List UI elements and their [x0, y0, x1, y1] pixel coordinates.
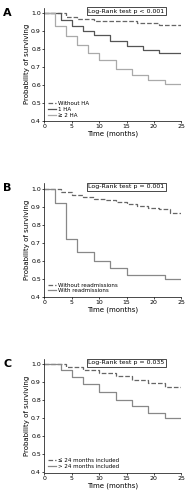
- Text: B: B: [3, 184, 12, 194]
- X-axis label: Time (months): Time (months): [87, 131, 138, 138]
- Text: C: C: [3, 359, 11, 369]
- Y-axis label: Probability of surviving: Probability of surviving: [24, 24, 30, 104]
- Text: Log-Rank test p = 0.035: Log-Rank test p = 0.035: [88, 360, 165, 365]
- Legend: Without HA, 1 HA, ≥ 2 HA: Without HA, 1 HA, ≥ 2 HA: [47, 100, 89, 118]
- Legend: Without readmissions, With readmissions: Without readmissions, With readmissions: [47, 282, 118, 294]
- Y-axis label: Probability of surviving: Probability of surviving: [24, 376, 30, 456]
- Text: A: A: [3, 8, 12, 18]
- Legend: ≤ 24 months included, > 24 months included: ≤ 24 months included, > 24 months includ…: [47, 458, 119, 469]
- Y-axis label: Probability of surviving: Probability of surviving: [24, 200, 30, 280]
- X-axis label: Time (months): Time (months): [87, 306, 138, 313]
- X-axis label: Time (months): Time (months): [87, 482, 138, 489]
- Text: Log-Rank test p = 0.001: Log-Rank test p = 0.001: [88, 184, 165, 190]
- Text: Log-Rank test p < 0.001: Log-Rank test p < 0.001: [88, 8, 165, 14]
